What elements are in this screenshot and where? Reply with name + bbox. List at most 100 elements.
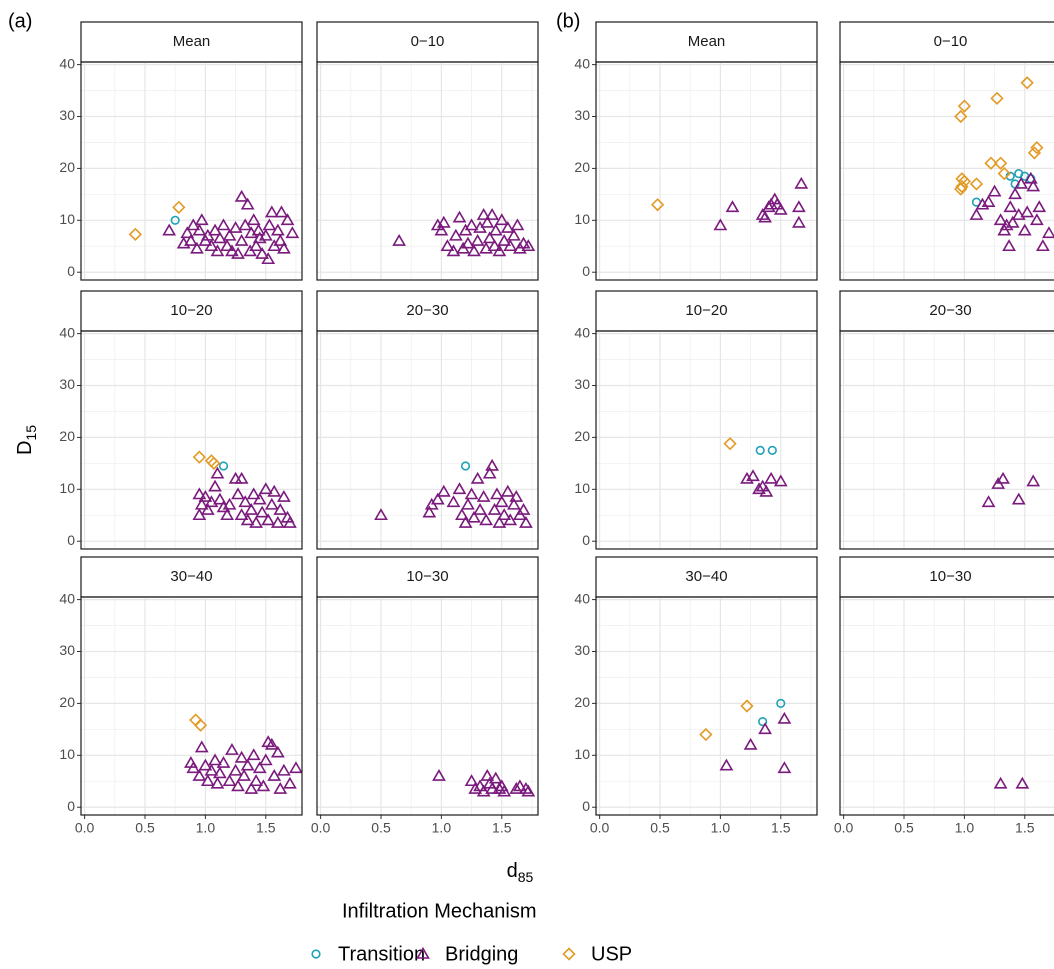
point xyxy=(274,205,289,218)
point xyxy=(204,763,219,776)
point xyxy=(492,515,507,528)
point xyxy=(234,189,249,202)
point xyxy=(506,497,521,510)
point xyxy=(725,200,740,213)
point xyxy=(270,515,285,528)
panel-group-label: (a) xyxy=(8,10,32,32)
legend-label: Bridging xyxy=(445,943,518,965)
facet-strip xyxy=(595,556,818,598)
x-tick-label: 1.5 xyxy=(771,820,791,836)
point xyxy=(198,489,213,502)
point xyxy=(192,768,207,781)
facet-title: 20−30 xyxy=(406,302,448,319)
y-tick-label: 30 xyxy=(574,642,590,658)
point xyxy=(1026,179,1041,192)
point xyxy=(770,197,785,210)
point xyxy=(220,239,235,252)
point xyxy=(521,239,536,252)
point xyxy=(246,213,261,226)
point xyxy=(238,495,253,508)
facet-strip xyxy=(595,21,818,63)
point xyxy=(1032,200,1047,213)
point xyxy=(228,220,243,233)
point xyxy=(192,487,207,500)
point xyxy=(190,241,204,254)
point xyxy=(162,223,177,236)
y-tick-label: 20 xyxy=(574,428,590,444)
panel-border xyxy=(80,330,303,550)
point xyxy=(270,745,285,758)
facet-title: Mean xyxy=(173,33,211,50)
point xyxy=(452,482,467,495)
point xyxy=(283,515,297,528)
point xyxy=(392,233,407,246)
point xyxy=(244,502,259,515)
point xyxy=(446,244,461,257)
y-tick-label: 10 xyxy=(59,211,75,227)
point xyxy=(500,220,515,233)
point xyxy=(758,210,772,223)
point xyxy=(794,176,809,189)
x-tick-label: 0.5 xyxy=(135,820,155,836)
x-axis-title-main: d xyxy=(507,860,518,882)
point xyxy=(490,487,504,500)
point xyxy=(506,228,521,241)
facet-strip xyxy=(839,21,1054,63)
point xyxy=(231,779,245,792)
point xyxy=(194,740,209,753)
point xyxy=(767,445,777,455)
x-axis-title-sub: 85 xyxy=(518,869,534,885)
point xyxy=(954,109,968,124)
point xyxy=(987,184,1002,197)
point xyxy=(198,758,213,771)
facet-title: 20−30 xyxy=(929,302,971,319)
y-tick-label: 40 xyxy=(574,590,590,606)
facet-title: 30−40 xyxy=(170,568,212,585)
y-tick-label: 10 xyxy=(574,480,590,496)
legend-label: Transition xyxy=(338,943,425,965)
point xyxy=(743,737,758,750)
point xyxy=(285,226,300,239)
legend-label: USP xyxy=(591,943,632,965)
point xyxy=(503,513,518,526)
point xyxy=(1036,239,1050,252)
y-tick-label: 10 xyxy=(574,211,590,227)
y-tick-label: 30 xyxy=(59,376,75,392)
point xyxy=(264,737,279,750)
point xyxy=(791,200,806,213)
point xyxy=(225,244,239,257)
point xyxy=(488,771,503,784)
point xyxy=(470,471,485,484)
point xyxy=(258,228,273,241)
point xyxy=(234,233,249,246)
y-tick-label: 10 xyxy=(59,746,75,762)
point xyxy=(270,223,285,236)
point xyxy=(222,774,237,787)
points xyxy=(184,713,302,794)
point xyxy=(234,471,249,484)
point xyxy=(719,758,734,771)
point xyxy=(184,233,198,246)
point xyxy=(758,722,772,735)
points xyxy=(650,176,809,231)
x-tick-label: 0.0 xyxy=(834,820,854,836)
point xyxy=(172,200,186,214)
point xyxy=(207,456,221,470)
point xyxy=(699,727,713,742)
point xyxy=(252,492,267,505)
point xyxy=(193,718,208,732)
point xyxy=(446,495,461,508)
point xyxy=(311,949,321,959)
point xyxy=(436,484,451,497)
point xyxy=(521,784,536,797)
point xyxy=(975,197,990,210)
legend-title: Infiltration Mechanism xyxy=(342,900,537,922)
point xyxy=(204,495,219,508)
point xyxy=(273,781,288,794)
point xyxy=(231,487,245,500)
facet-strip xyxy=(839,556,1054,598)
facet-strip xyxy=(80,556,303,598)
point xyxy=(267,768,282,781)
x-tick-label: 1.0 xyxy=(432,820,452,836)
